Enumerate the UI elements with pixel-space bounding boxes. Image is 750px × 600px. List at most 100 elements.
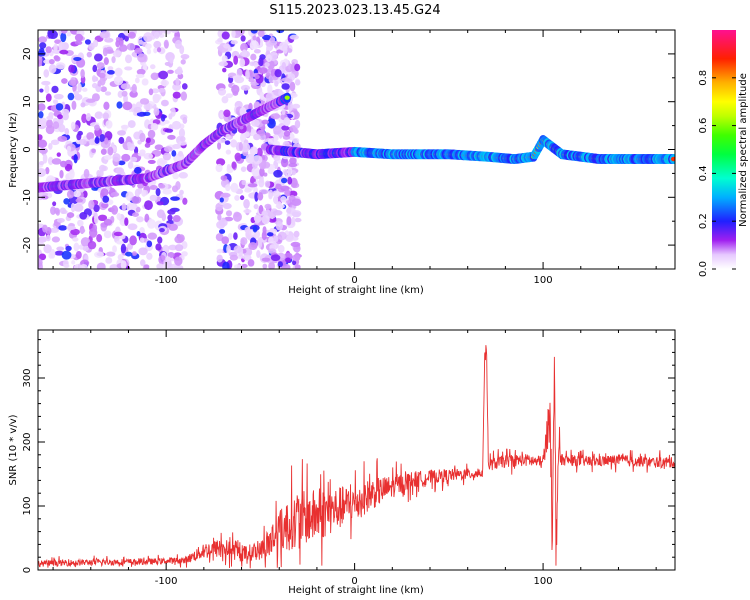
noise-cell (281, 61, 286, 70)
noise-cell (68, 79, 77, 86)
noise-cell (273, 235, 279, 243)
noise-cell (101, 202, 109, 209)
noise-cell (179, 136, 186, 142)
noise-cell (264, 180, 271, 188)
noise-cell (79, 228, 86, 234)
noise-cell (39, 88, 44, 93)
colorbar-ticks: 0.0 0.2 0.4 0.6 0.8 (698, 70, 736, 277)
noise-cell (261, 119, 270, 125)
noise-cell (133, 166, 142, 174)
noise-cell (115, 40, 120, 48)
noise-cell (172, 215, 181, 223)
noise-cell (287, 101, 293, 112)
noise-cell (103, 230, 112, 239)
y-tick-label: 10 (22, 95, 33, 108)
noise-cell (251, 166, 261, 177)
noise-cell (71, 260, 76, 265)
snr-frame (37, 329, 676, 571)
noise-cell (257, 30, 265, 38)
noise-cell (102, 112, 110, 120)
colorbar-tick-label: 0.8 (698, 70, 709, 86)
noise-cell (68, 169, 75, 180)
noise-cell (294, 217, 302, 223)
noise-cell (234, 194, 240, 201)
noise-cell (43, 244, 52, 254)
noise-cell (150, 64, 156, 70)
noise-cell (273, 169, 283, 178)
noise-cell (272, 190, 281, 198)
noise-cell (143, 102, 153, 111)
noise-cell (155, 187, 161, 197)
noise-cell (114, 67, 123, 77)
noise-cell (147, 129, 156, 139)
noise-cell (163, 146, 173, 153)
noise-cell (285, 235, 294, 243)
noise-cell (169, 57, 174, 64)
snr-ticks: -100 0 100 0 100 200 300 (22, 330, 675, 587)
noise-cell (97, 80, 102, 87)
noise-cell (70, 202, 76, 213)
noise-cell (167, 214, 173, 222)
noise-cell (234, 152, 242, 162)
noise-cell (48, 64, 57, 74)
noise-cell (124, 54, 133, 64)
noise-cell (113, 231, 123, 237)
noise-cell (253, 215, 263, 223)
noise-cell (121, 203, 127, 212)
noise-cell (75, 198, 83, 203)
noise-cell (130, 156, 138, 163)
noise-cell (231, 161, 237, 170)
noise-cell (137, 53, 147, 63)
noise-cell (253, 48, 261, 54)
noise-cell (240, 237, 248, 246)
noise-cell (52, 201, 57, 207)
noise-cell (59, 169, 64, 179)
noise-cell (265, 92, 273, 102)
noise-cell (267, 60, 275, 70)
noise-cell (276, 201, 282, 210)
noise-cell (230, 40, 238, 45)
noise-cell (144, 213, 150, 223)
noise-cell (222, 202, 232, 210)
noise-cell (180, 53, 190, 60)
noise-cell (97, 214, 108, 222)
noise-cell (120, 260, 127, 269)
noise-cell (60, 30, 68, 34)
noise-cell (150, 122, 159, 131)
noise-cell (41, 80, 51, 86)
noise-cell (149, 184, 158, 191)
noise-cell (223, 109, 231, 118)
noise-cell (86, 132, 95, 141)
signal-cell (284, 95, 290, 100)
noise-cell (176, 66, 183, 75)
noise-cell (86, 51, 93, 58)
noise-cell (172, 143, 182, 150)
noise-cell (268, 192, 273, 200)
noise-cell (112, 245, 117, 253)
noise-cell (58, 225, 68, 231)
noise-cell (47, 156, 54, 166)
noise-cell (83, 168, 90, 179)
noise-cell (267, 118, 276, 129)
y-tick-label: 200 (22, 432, 33, 451)
noise-cell (45, 234, 51, 242)
noise-cell (53, 207, 60, 214)
noise-cell (159, 228, 165, 233)
noise-cell (291, 211, 301, 218)
noise-cell (147, 232, 158, 240)
noise-cell (146, 252, 153, 260)
noise-cell (178, 128, 186, 138)
noise-cell (110, 192, 120, 197)
noise-cell (153, 31, 160, 39)
noise-cell (248, 242, 258, 251)
x-tick-label: -100 (155, 275, 178, 286)
x-tick-label: 100 (534, 576, 553, 587)
noise-cell (38, 139, 48, 149)
noise-cell (239, 195, 245, 201)
noise-cell (105, 251, 116, 257)
noise-cell (67, 92, 75, 101)
colorbar: 0.0 0.2 0.4 0.6 0.8 Normalized spectral ampl… (698, 30, 749, 277)
noise-cell (218, 219, 228, 227)
noise-cell (88, 199, 95, 210)
noise-cell (116, 213, 122, 221)
